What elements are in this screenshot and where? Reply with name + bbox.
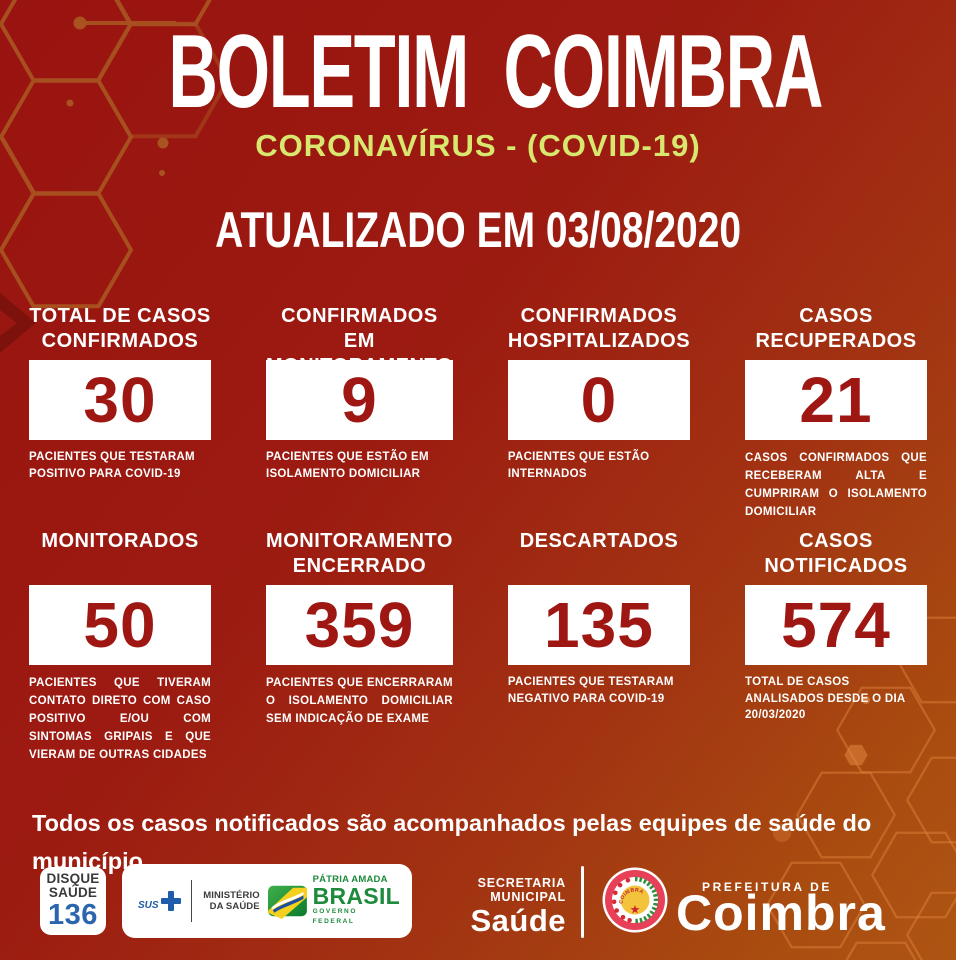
- stat-card-monitoramento-encerrado: MONITORAMENTO ENCERRADO 359 PACIENTES QU…: [266, 529, 453, 764]
- government-logos-box: SUS MINISTÉRIO DA SAÚDE PÁTRIA AMADA BRA…: [122, 864, 412, 938]
- stat-value: 9: [341, 364, 378, 436]
- stat-title: CASOS RECUPERADOS: [755, 305, 917, 352]
- page-title: BOLETIM COIMBRA: [0, 14, 956, 130]
- coimbra-seal: COIMBRA ★: [602, 867, 668, 933]
- stat-card-hospitalizados: CONFIRMADOS HOSPITALIZADOS 0 PACIENTES Q…: [507, 304, 691, 521]
- prefeitura-main-label: Coimbra: [676, 885, 886, 941]
- stat-title: CASOS NOTIFICADOS: [764, 530, 908, 577]
- seal-wreath-berries: [611, 878, 632, 923]
- sus-label: SUS: [138, 900, 159, 911]
- stat-value-box: 135: [507, 585, 690, 665]
- footer-divider: [581, 866, 584, 938]
- stat-value-box: 9: [265, 360, 453, 440]
- page-title-text: BOLETIM COIMBRA: [168, 14, 823, 130]
- stat-value: 359: [304, 589, 415, 661]
- seal-wreath-leaves: [634, 876, 659, 924]
- stat-description: TOTAL DE CASOS ANALISADOS DESDE O DIA 20…: [744, 676, 906, 721]
- prefeitura-coimbra-logo: PREFEITURA DE Coimbra: [676, 880, 926, 941]
- stat-description: PACIENTES QUE ENCERRARAM O ISOLAMENTO DO…: [266, 677, 453, 725]
- stat-value: 0: [580, 364, 618, 436]
- stats-row-1: TOTAL DE CASOS CONFIRMADOS 30 PACIENTES …: [0, 304, 956, 521]
- stat-title: CONFIRMADOS HOSPITALIZADOS: [507, 305, 691, 352]
- stat-value: 21: [799, 364, 873, 436]
- stat-card-confirmados-monitoramento: CONFIRMADOS EM MONITORAMENTO 9 PACIENTES…: [265, 304, 453, 521]
- patria-top-label: PÁTRIA AMADA: [312, 874, 388, 885]
- stat-title: MONITORADOS: [41, 530, 199, 552]
- stat-value-box: 21: [745, 360, 927, 440]
- disque-number: 136: [48, 899, 98, 931]
- brazil-flag-icon: [267, 885, 307, 920]
- stat-value: 50: [83, 589, 157, 661]
- star-icon: ★: [630, 903, 641, 917]
- stat-card-notificados: CASOS NOTIFICADOS 574 TOTAL DE CASOS ANA…: [744, 529, 927, 764]
- stat-description: PACIENTES QUE ESTÃO INTERNADOS: [507, 451, 650, 480]
- stat-value-box: 0: [507, 360, 691, 440]
- stat-description: PACIENTES QUE ESTÃO EM ISOLAMENTO DOMICI…: [265, 451, 429, 480]
- sus-cross-icon: [160, 891, 181, 911]
- stat-value-box: 30: [29, 360, 211, 440]
- prefeitura-top-label: PREFEITURA DE: [702, 880, 833, 894]
- stat-value-box: 574: [744, 585, 927, 665]
- patria-amada-brasil-logo: PÁTRIA AMADA BRASIL GOVERNO FEDERAL: [313, 875, 400, 927]
- stat-card-total-confirmados: TOTAL DE CASOS CONFIRMADOS 30 PACIENTES …: [29, 304, 211, 521]
- secretaria-top-label: SECRETARIA MUNICIPAL: [477, 876, 566, 904]
- stat-card-descartados: DESCARTADOS 135 PACIENTES QUE TESTARAM N…: [507, 529, 690, 764]
- stat-card-monitorados: MONITORADOS 50 PACIENTES QUE TIVERAM CON…: [29, 529, 212, 764]
- stat-title: DESCARTADOS: [519, 530, 679, 552]
- logo-divider: [190, 880, 193, 922]
- stat-description: CASOS CONFIRMADOS QUE RECEBERAM ALTA E C…: [745, 452, 927, 518]
- stat-title: TOTAL DE CASOS CONFIRMADOS: [29, 305, 211, 352]
- stat-value-box: 50: [29, 585, 212, 665]
- stat-value: 574: [781, 589, 891, 661]
- patria-sub-label: GOVERNO FEDERAL: [312, 908, 358, 925]
- secretaria-saude-logo: SECRETARIA MUNICIPAL Saúde: [400, 876, 566, 938]
- stat-value-box: 359: [266, 585, 453, 665]
- subtitle: CORONAVÍRUS - (COVID-19): [255, 128, 701, 163]
- stat-description: PACIENTES QUE TESTARAM NEGATIVO PARA COV…: [507, 676, 674, 705]
- stat-card-recuperados: CASOS RECUPERADOS 21 CASOS CONFIRMADOS Q…: [745, 304, 927, 521]
- stats-row-2: MONITORADOS 50 PACIENTES QUE TIVERAM CON…: [0, 529, 956, 764]
- disque-saude-badge: DISQUE SAÚDE 136: [40, 867, 106, 935]
- stat-title: MONITORAMENTO ENCERRADO: [266, 530, 453, 577]
- stat-value: 30: [83, 364, 157, 436]
- stat-title: CONFIRMADOS EM MONITORAMENTO: [266, 305, 452, 377]
- patria-main-label: BRASIL: [312, 883, 400, 909]
- stat-description: PACIENTES QUE TIVERAM CONTATO DIRETO COM…: [29, 677, 212, 761]
- updated-date-text: ATUALIZADO EM 03/08/2020: [215, 202, 741, 258]
- ministerio-saude-label: MINISTÉRIO DA SAÚDE: [203, 890, 260, 912]
- footnote: Todos os casos notificados são acompanha…: [32, 809, 872, 874]
- disque-line1: DISQUE: [46, 871, 100, 886]
- disque-line2: SAÚDE: [48, 885, 98, 900]
- secretaria-main-label: Saúde: [470, 903, 566, 938]
- updated-date: ATUALIZADO EM 03/08/2020: [0, 203, 956, 257]
- sus-logo: SUS: [138, 891, 181, 911]
- stat-value: 135: [544, 589, 654, 661]
- stat-description: PACIENTES QUE TESTARAM POSITIVO PARA COV…: [29, 451, 195, 480]
